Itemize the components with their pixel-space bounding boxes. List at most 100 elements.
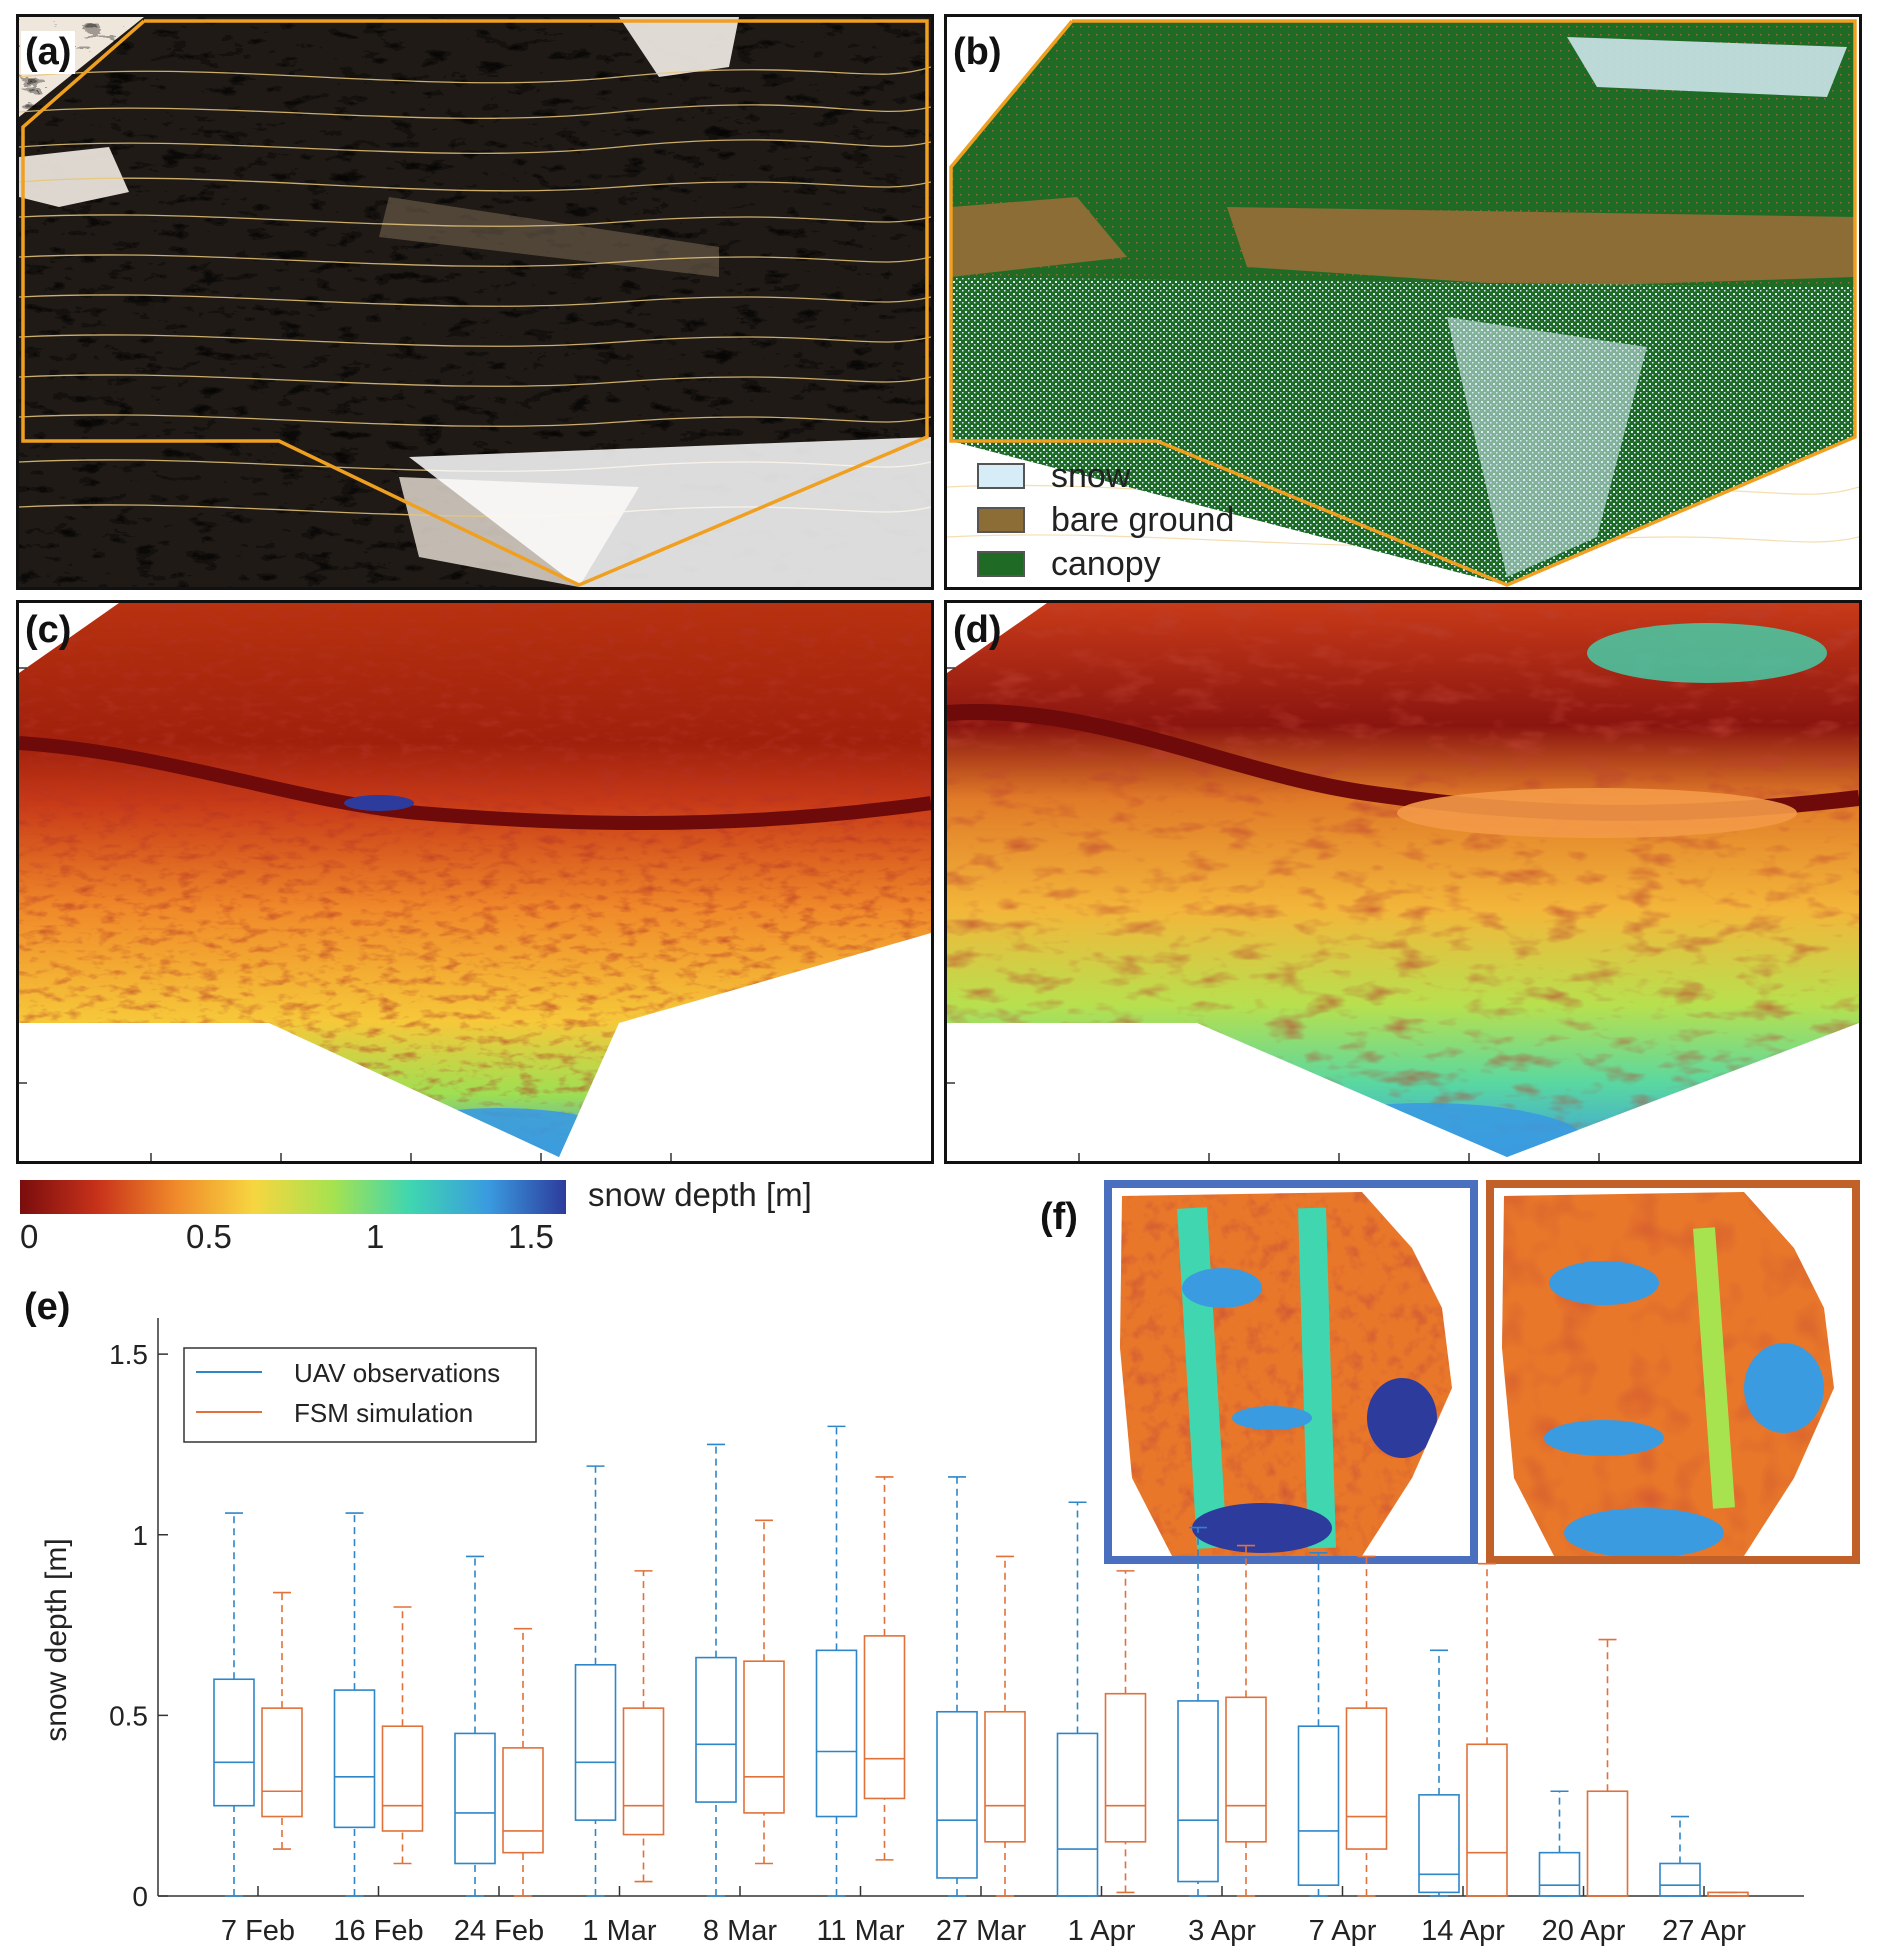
panel-d-label: (d) xyxy=(953,609,1002,651)
inset-uav-map xyxy=(1120,1192,1452,1556)
panel-b-label: (b) xyxy=(953,31,1002,73)
colorbar-tick-1: 1 xyxy=(366,1218,385,1255)
y-axis-label: snow depth [m] xyxy=(40,1538,73,1741)
inset-fsm-map xyxy=(1502,1192,1834,1556)
iqr-box xyxy=(213,1678,255,1807)
iqr-box xyxy=(574,1663,617,1821)
panel-a: (a) xyxy=(16,14,934,590)
fsm-box xyxy=(1707,1891,1749,1897)
colorbar-title: snow depth [m] xyxy=(588,1176,812,1213)
iqr-box xyxy=(1177,1700,1219,1883)
classification-map xyxy=(947,17,1859,587)
legend-label-uav: UAV observations xyxy=(294,1358,500,1388)
iqr-box xyxy=(1586,1790,1629,1897)
box-plot-legend: UAV observations FSM simulation xyxy=(183,1347,537,1443)
fsm-box xyxy=(1225,1544,1267,1897)
legend-swatch-canopy xyxy=(977,551,1025,577)
fsm-box xyxy=(984,1555,1026,1897)
iqr-box xyxy=(863,1635,906,1800)
uav-box xyxy=(695,1443,737,1897)
colorbar xyxy=(20,1180,566,1214)
box-plot-boxes xyxy=(213,1425,1749,1897)
iqr-box xyxy=(743,1660,785,1814)
legend-swatch-bare-ground xyxy=(977,507,1025,533)
iqr-box xyxy=(695,1656,737,1803)
iqr-box xyxy=(381,1725,424,1832)
fsm-box xyxy=(1466,1562,1508,1897)
iqr-box xyxy=(1345,1707,1388,1850)
inset-fsm-frame xyxy=(1486,1180,1860,1564)
colorbar-tick-15: 1.5 xyxy=(508,1218,554,1255)
inset-uav-frame xyxy=(1104,1180,1478,1564)
iqr-box xyxy=(454,1732,496,1865)
legend-swatch-snow xyxy=(977,463,1025,489)
panel-d: (d) xyxy=(944,600,1862,1164)
x-tick-label: 27 Apr xyxy=(1662,1915,1746,1947)
legend-label-canopy: canopy xyxy=(1051,545,1161,583)
x-tick-label: 11 Mar xyxy=(816,1915,904,1947)
iqr-box xyxy=(1418,1794,1460,1894)
uav-box xyxy=(213,1512,255,1897)
iqr-box xyxy=(1056,1732,1099,1897)
x-tick-label: 7 Feb xyxy=(221,1915,295,1947)
orthophoto-image xyxy=(19,17,931,587)
fsm-box xyxy=(863,1476,906,1861)
iqr-box xyxy=(261,1707,303,1818)
uav-box xyxy=(574,1465,617,1897)
fsm-box xyxy=(381,1606,424,1865)
uav-box xyxy=(333,1512,376,1897)
x-tick-label: 27 Mar xyxy=(936,1915,1027,1947)
fsm-box xyxy=(1586,1638,1629,1897)
iqr-box xyxy=(984,1710,1026,1843)
legend-label-snow: snow xyxy=(1051,457,1131,495)
legend-label-fsm: FSM simulation xyxy=(294,1398,473,1428)
uav-box xyxy=(454,1555,496,1897)
legend-label-bare-ground: bare ground xyxy=(1051,501,1235,539)
legend-box xyxy=(183,1347,537,1443)
uav-snow-depth-map xyxy=(19,603,931,1161)
panel-b: (b) snow bare ground canopy xyxy=(944,14,1862,590)
box-plot-chart: 0 0.5 1 1.5 7 Feb 16 Feb 24 Feb 1 Mar 8 Mar 11 Ma… xyxy=(40,1318,1804,1947)
uav-box xyxy=(1418,1649,1460,1897)
fsm-box xyxy=(743,1519,785,1865)
uav-box xyxy=(1056,1501,1099,1897)
y-tick-label: 1.5 xyxy=(109,1339,148,1370)
x-tick-label: 14 Apr xyxy=(1421,1915,1505,1947)
uav-box xyxy=(1177,1526,1219,1897)
landcover-legend: snow bare ground canopy xyxy=(977,457,1297,587)
iqr-box xyxy=(333,1689,376,1829)
uav-box xyxy=(815,1425,858,1897)
fsm-box xyxy=(622,1570,665,1883)
iqr-box xyxy=(815,1649,858,1818)
x-tick-label: 7 Apr xyxy=(1309,1915,1377,1947)
x-tick-label: 20 Apr xyxy=(1542,1915,1626,1947)
panel-a-label: (a) xyxy=(21,31,76,74)
x-tick-label: 1 Mar xyxy=(582,1915,656,1947)
fsm-box xyxy=(1104,1570,1147,1894)
iqr-box xyxy=(1104,1692,1147,1843)
iqr-box xyxy=(1297,1725,1340,1886)
panel-c: (c) xyxy=(16,600,934,1164)
panel-c-label: (c) xyxy=(25,609,72,651)
y-tick-label: 0.5 xyxy=(109,1700,148,1731)
uav-box xyxy=(1538,1790,1581,1897)
iqr-box xyxy=(936,1710,978,1879)
fsm-snow-depth-map xyxy=(947,603,1859,1161)
iqr-box xyxy=(1538,1851,1581,1897)
panel-e-label: (e) xyxy=(24,1286,71,1328)
y-tick-label: 0 xyxy=(132,1881,148,1912)
x-tick-label: 3 Apr xyxy=(1188,1915,1256,1947)
colorbar-tick-0: 0 xyxy=(20,1218,39,1255)
uav-box xyxy=(936,1476,978,1897)
x-tick-label: 8 Mar xyxy=(703,1915,777,1947)
iqr-box xyxy=(1466,1743,1508,1897)
uav-box xyxy=(1297,1552,1340,1897)
box-plot-axes: 0 0.5 1 1.5 7 Feb 16 Feb 24 Feb 1 Mar 8 Mar 11 Ma… xyxy=(109,1318,1804,1947)
fsm-box xyxy=(261,1591,303,1850)
uav-box xyxy=(1659,1815,1701,1897)
iqr-box xyxy=(502,1747,544,1854)
x-tick-label: 16 Feb xyxy=(333,1915,423,1947)
iqr-box xyxy=(622,1707,665,1836)
fsm-box xyxy=(502,1627,544,1897)
iqr-box xyxy=(1225,1696,1267,1843)
